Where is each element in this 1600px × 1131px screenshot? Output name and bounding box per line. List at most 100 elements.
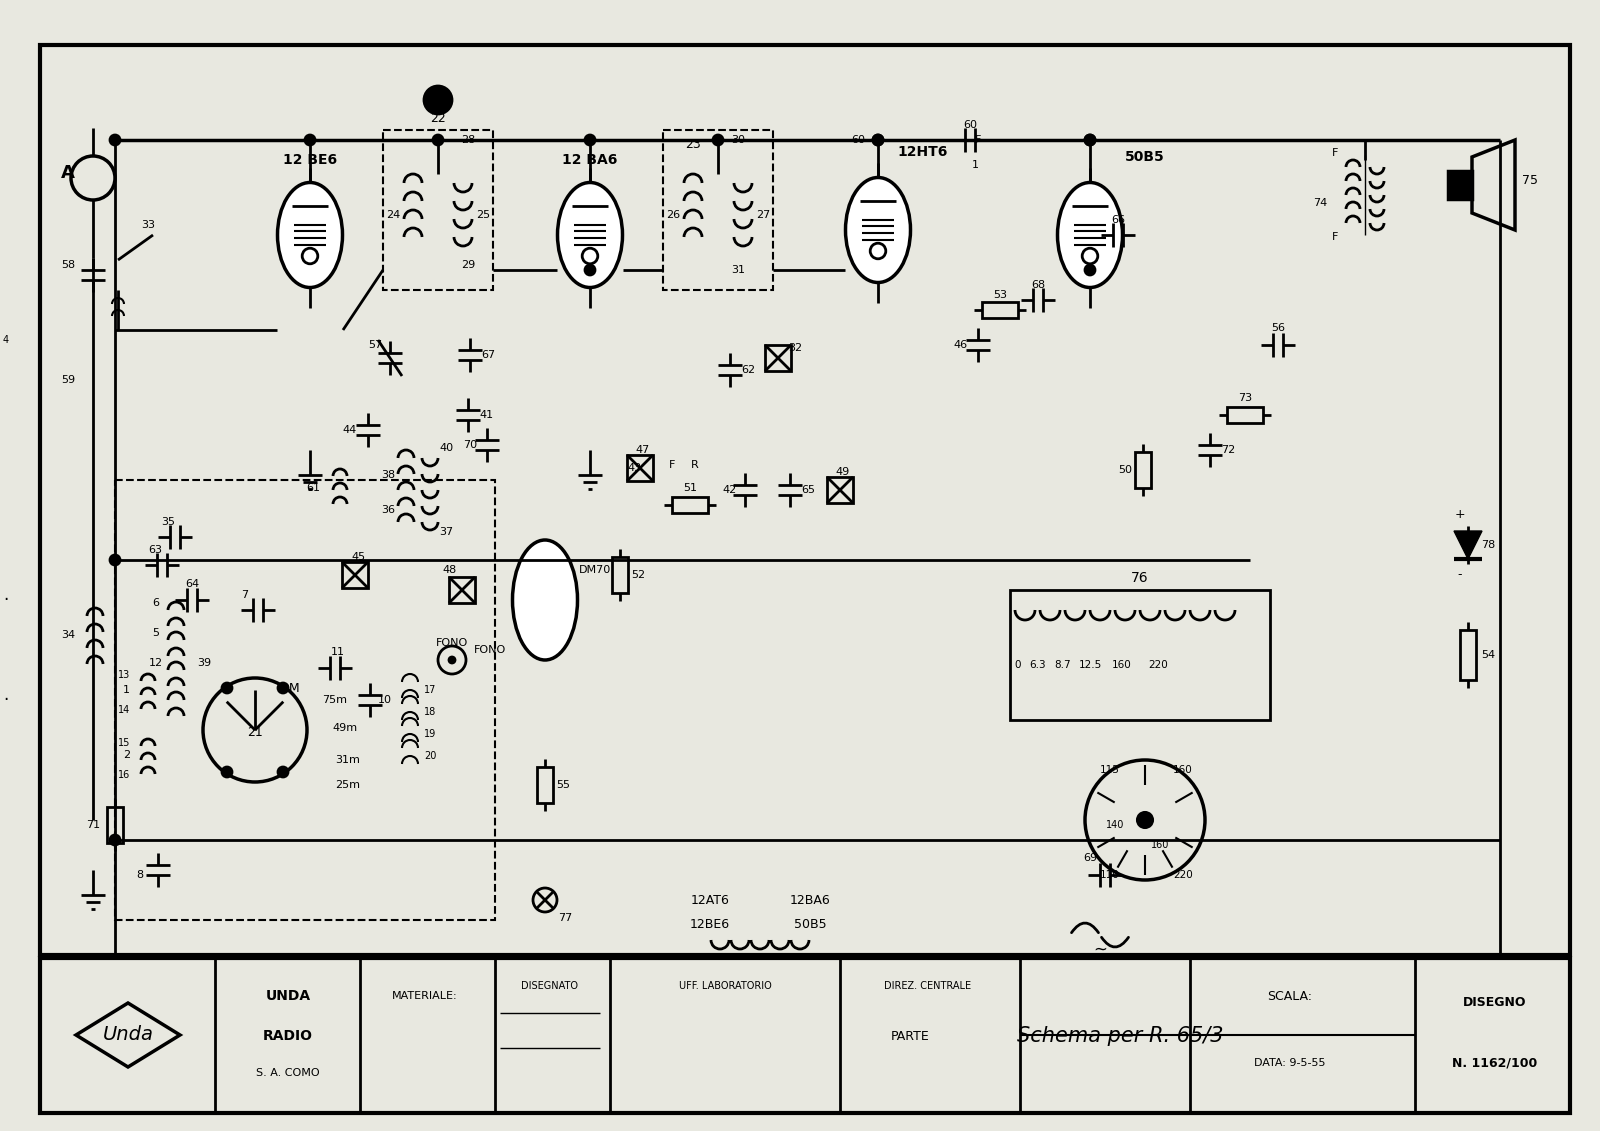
Bar — [40, 958, 1570, 1113]
Text: 2: 2 — [123, 750, 130, 760]
Text: 43: 43 — [627, 463, 642, 473]
Text: 0: 0 — [1014, 661, 1021, 670]
Text: PARTE: PARTE — [891, 1029, 930, 1043]
Circle shape — [278, 767, 288, 777]
Circle shape — [1085, 135, 1094, 145]
Text: 5: 5 — [152, 628, 160, 638]
Text: DM70: DM70 — [579, 566, 611, 575]
Text: 55: 55 — [557, 780, 570, 789]
Text: 36: 36 — [381, 506, 395, 515]
Text: 21: 21 — [246, 726, 262, 740]
Text: F: F — [974, 135, 981, 145]
Text: 220: 220 — [1173, 870, 1194, 880]
Bar — [382, 130, 493, 290]
Text: 66: 66 — [1110, 215, 1125, 225]
Text: 14: 14 — [118, 705, 130, 715]
Circle shape — [1085, 135, 1094, 145]
Text: 12 BA6: 12 BA6 — [562, 153, 618, 167]
Text: S. A. COMO: S. A. COMO — [256, 1068, 320, 1078]
Bar — [538, 767, 554, 803]
Text: FONO: FONO — [435, 638, 469, 648]
Bar — [672, 497, 707, 513]
Text: 16: 16 — [118, 770, 130, 780]
Text: RADIO: RADIO — [262, 1029, 314, 1043]
Circle shape — [874, 135, 883, 145]
Text: 10: 10 — [378, 696, 392, 705]
Bar — [1010, 590, 1270, 720]
Text: 78: 78 — [1482, 539, 1494, 550]
Bar — [611, 556, 627, 593]
Text: 30: 30 — [731, 135, 746, 145]
Text: 37: 37 — [438, 527, 453, 537]
Bar — [450, 577, 475, 603]
Bar — [827, 477, 853, 503]
Text: 49m: 49m — [333, 723, 357, 733]
Bar — [1459, 630, 1475, 680]
Circle shape — [434, 135, 443, 145]
Text: 220: 220 — [1149, 661, 1168, 670]
Text: 17: 17 — [424, 685, 437, 696]
Text: 28: 28 — [461, 135, 475, 145]
Text: ~: ~ — [1093, 941, 1107, 959]
Text: FONO: FONO — [474, 645, 506, 655]
Text: DATA: 9-5-55: DATA: 9-5-55 — [1254, 1057, 1326, 1068]
Bar — [627, 455, 653, 481]
Text: F: F — [1331, 148, 1338, 158]
Text: 15: 15 — [118, 739, 130, 748]
Text: 33: 33 — [141, 221, 155, 230]
Text: 18: 18 — [424, 707, 437, 717]
Circle shape — [278, 683, 288, 693]
Text: 58: 58 — [61, 260, 75, 270]
Text: 38: 38 — [381, 470, 395, 480]
Text: ·: · — [3, 592, 8, 608]
Text: 26: 26 — [666, 210, 680, 221]
Text: 62: 62 — [741, 365, 755, 375]
Text: 31: 31 — [731, 265, 746, 275]
Text: 53: 53 — [994, 290, 1006, 300]
Text: 64: 64 — [186, 579, 198, 589]
Text: 27: 27 — [755, 210, 770, 221]
Text: 25m: 25m — [336, 780, 360, 789]
Text: 29: 29 — [461, 260, 475, 270]
Text: 60: 60 — [851, 135, 866, 145]
Text: 12BE6: 12BE6 — [690, 918, 730, 932]
Bar — [982, 302, 1018, 318]
Bar — [115, 480, 494, 920]
Circle shape — [110, 135, 120, 145]
Text: 12 BE6: 12 BE6 — [283, 153, 338, 167]
Circle shape — [424, 86, 453, 114]
Text: 32: 32 — [787, 343, 802, 353]
Bar — [342, 562, 368, 588]
Text: 12HT6: 12HT6 — [898, 145, 949, 159]
Text: 12AT6: 12AT6 — [691, 893, 730, 907]
Text: 59: 59 — [61, 375, 75, 385]
Text: Unda: Unda — [102, 1026, 154, 1045]
Polygon shape — [1454, 530, 1482, 559]
Text: 20: 20 — [424, 751, 437, 761]
Text: 110: 110 — [1101, 870, 1120, 880]
Circle shape — [1138, 812, 1154, 828]
Text: 61: 61 — [306, 483, 320, 493]
Text: 22: 22 — [430, 112, 446, 124]
Text: 72: 72 — [1221, 444, 1235, 455]
Text: 51: 51 — [683, 483, 698, 493]
Circle shape — [714, 135, 723, 145]
Text: 1: 1 — [971, 159, 979, 170]
Text: SCALA:: SCALA: — [1267, 990, 1312, 1002]
Circle shape — [222, 767, 232, 777]
Bar — [765, 345, 790, 371]
Text: 48: 48 — [443, 566, 458, 575]
Text: 77: 77 — [558, 913, 573, 923]
Text: OM: OM — [280, 682, 301, 694]
Text: ·: · — [3, 691, 8, 709]
Text: F: F — [1331, 232, 1338, 242]
Text: DIREZ. CENTRALE: DIREZ. CENTRALE — [885, 981, 971, 991]
Text: 42: 42 — [723, 485, 738, 495]
Text: 63: 63 — [147, 545, 162, 555]
Text: 160: 160 — [1112, 661, 1131, 670]
Bar — [662, 130, 773, 290]
Text: 41: 41 — [478, 411, 493, 420]
Text: 19: 19 — [424, 729, 437, 739]
Text: 76: 76 — [1131, 571, 1149, 585]
Text: 34: 34 — [61, 630, 75, 640]
